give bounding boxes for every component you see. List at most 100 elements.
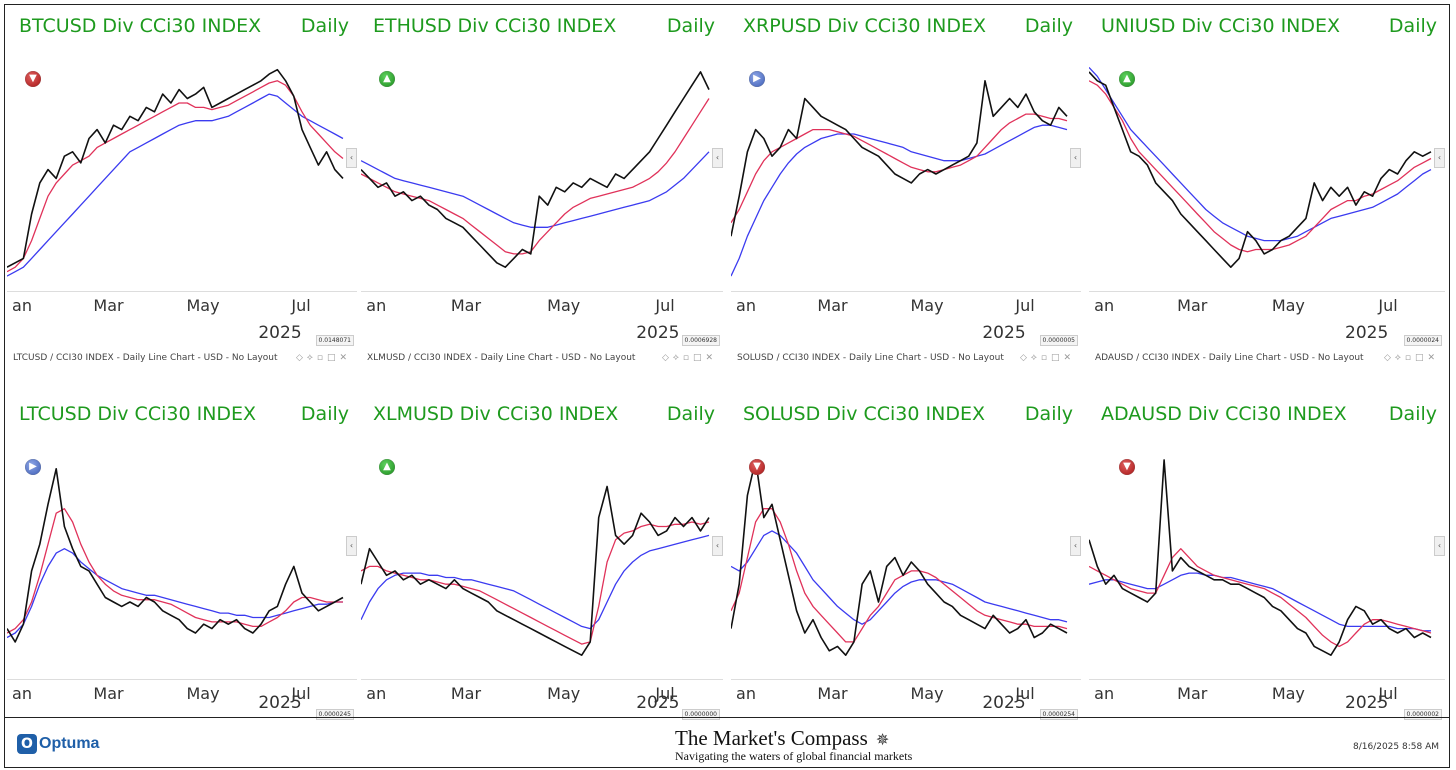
x-tick-label: May [547, 684, 581, 703]
short-moving-average-line [7, 508, 343, 634]
price-line [361, 485, 710, 656]
x-tick-label: May [186, 684, 220, 703]
chart-period: Daily [666, 403, 715, 425]
line-chart-svg [1089, 66, 1432, 268]
chart-title: LTCUSD Div CCi30 INDEX [19, 403, 257, 425]
plot-area[interactable] [1089, 57, 1445, 291]
line-chart-svg [731, 459, 1068, 656]
plot-area[interactable] [7, 57, 357, 291]
collapse-panel-handle[interactable]: ‹ [1434, 536, 1445, 556]
chart-description: LTCUSD / CCI30 INDEX - Daily Line Chart … [13, 353, 278, 363]
plot-area[interactable] [731, 445, 1081, 679]
collapse-panel-handle[interactable]: ‹ [346, 148, 357, 168]
x-axis: an Mar May Jul [361, 291, 723, 322]
chart-title: XRPUSD Div CCi30 INDEX [743, 15, 987, 37]
window-controls-icon[interactable]: ◇⟡▫□✕ [1019, 353, 1075, 363]
long-moving-average-line [361, 534, 710, 630]
long-moving-average-line [7, 548, 343, 639]
x-tick-label: an [12, 684, 32, 703]
x-tick-label: Jul [655, 296, 675, 315]
line-chart-svg [361, 71, 710, 268]
green-up-arrow-icon: ▲ [379, 459, 395, 475]
chart-title: XLMUSD Div CCi30 INDEX [373, 403, 619, 425]
x-tick-label: an [366, 684, 387, 703]
optuma-logo-icon: O [17, 734, 37, 754]
long-moving-average-line [1089, 66, 1432, 242]
x-tick-label: Mar [93, 296, 124, 315]
price-line [731, 79, 1068, 237]
footer: O Optuma The Market's Compass ✵ Navigati… [5, 717, 1449, 768]
x-tick-label: Jul [1015, 296, 1035, 315]
plot-area[interactable] [361, 445, 723, 679]
x-tick-label: Mar [450, 296, 482, 315]
x-year-label: 2025 [258, 693, 302, 713]
chart-period: Daily [1388, 403, 1437, 425]
chart-period: Daily [1024, 15, 1073, 37]
last-value-readout: 0.0148071 [315, 335, 354, 346]
collapse-panel-handle[interactable]: ‹ [1070, 536, 1081, 556]
x-tick-label: Jul [655, 684, 675, 703]
footer-subtitle: Navigating the waters of global financia… [675, 749, 913, 763]
x-tick-label: Jul [291, 684, 311, 703]
chart-period: Daily [1388, 15, 1437, 37]
long-moving-average-line [731, 124, 1068, 277]
price-line [361, 71, 710, 268]
window-controls-icon[interactable]: ◇⟡▫□✕ [1383, 353, 1439, 363]
line-chart-svg [1089, 459, 1432, 656]
plot-area[interactable] [361, 57, 723, 291]
chart-description: ADAUSD / CCI30 INDEX - Daily Line Chart … [1095, 353, 1364, 363]
chart-description-bar: LTCUSD / CCI30 INDEX - Daily Line Chart … [13, 353, 351, 371]
x-tick-label: May [910, 684, 944, 703]
window-controls-icon[interactable]: ◇⟡▫□✕ [295, 353, 351, 363]
last-value-readout: 0.0000024 [1403, 335, 1442, 346]
x-axis: an Mar May Jul [7, 291, 357, 322]
x-tick-label: May [186, 296, 220, 315]
plot-area[interactable] [7, 445, 357, 679]
chart-title: ETHUSD Div CCi30 INDEX [373, 15, 617, 37]
footer-timestamp: 8/16/2025 8:58 AM [1352, 742, 1439, 752]
short-moving-average-line [1089, 548, 1432, 648]
x-tick-label: Jul [1015, 684, 1035, 703]
line-chart-svg [361, 485, 710, 656]
short-moving-average-line [361, 521, 710, 645]
x-tick-label: Mar [1177, 684, 1208, 703]
collapse-panel-handle[interactable]: ‹ [1070, 148, 1081, 168]
x-tick-label: Jul [1378, 296, 1398, 315]
x-tick-label: May [1271, 296, 1305, 315]
chart-panel: ADAUSD Div CCi30 INDEX Daily ▼ ‹ an Mar May Jul… [1089, 393, 1445, 720]
collapse-panel-handle[interactable]: ‹ [712, 536, 723, 556]
plot-area[interactable] [731, 57, 1081, 291]
long-moving-average-line [731, 530, 1068, 625]
long-moving-average-line [361, 151, 710, 228]
collapse-panel-handle[interactable]: ‹ [1434, 148, 1445, 168]
blue-sideways-arrow-icon: ▶ [25, 459, 41, 475]
optuma-brand[interactable]: O Optuma [17, 734, 99, 754]
x-tick-label: an [736, 684, 756, 703]
collapse-panel-handle[interactable]: ‹ [712, 148, 723, 168]
x-tick-label: an [1094, 296, 1115, 315]
short-moving-average-line [361, 98, 710, 255]
chart-description: SOLUSD / CCI30 INDEX - Daily Line Chart … [737, 353, 1004, 363]
window-controls-icon[interactable]: ◇⟡▫□✕ [661, 353, 717, 363]
line-chart-svg [7, 68, 344, 277]
short-moving-average-line [731, 113, 1068, 224]
collapse-panel-handle[interactable]: ‹ [346, 536, 357, 556]
x-tick-label: an [1094, 684, 1115, 703]
x-tick-label: an [12, 296, 32, 315]
x-tick-label: May [910, 296, 944, 315]
plot-area[interactable] [1089, 445, 1445, 679]
x-year-label: 2025 [1345, 323, 1389, 343]
x-tick-label: Mar [450, 684, 482, 703]
x-tick-label: May [1271, 684, 1305, 703]
blue-sideways-arrow-icon: ▶ [749, 71, 765, 87]
x-year-label: 2025 [1345, 693, 1389, 713]
long-moving-average-line [7, 93, 344, 277]
chart-title: BTCUSD Div CCi30 INDEX [19, 15, 262, 37]
last-value-readout: 0.0006928 [681, 335, 720, 346]
chart-description-bar: XLMUSD / CCI30 INDEX - Daily Line Chart … [367, 353, 717, 371]
x-axis: an Mar May Jul [1089, 291, 1445, 322]
x-axis: an Mar May Jul [1089, 679, 1445, 710]
compass-rose-icon: ✵ [875, 730, 890, 749]
chart-panel: ETHUSD Div CCi30 INDEX Daily ▲ ‹ an Mar May Jul… [361, 5, 723, 375]
chart-panel: XLMUSD Div CCi30 INDEX Daily ▲ ‹ an Mar May Jul… [361, 393, 723, 720]
